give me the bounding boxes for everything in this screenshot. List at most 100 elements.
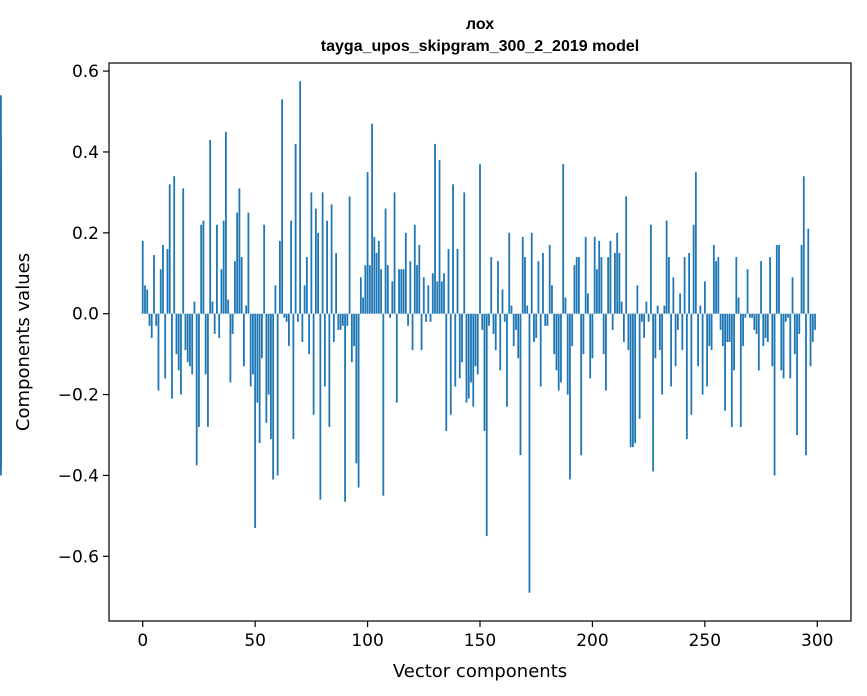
bar-undefined — [0, 313, 2, 456]
bar-164 — [510, 305, 513, 314]
bar-96 — [357, 313, 360, 488]
bar-88 — [339, 313, 342, 330]
bar-54 — [263, 224, 266, 314]
bar-284 — [780, 313, 783, 371]
bar-160 — [501, 289, 504, 314]
bar-56 — [267, 313, 270, 395]
bar-247 — [697, 313, 699, 367]
y-axis-ticks: −0.6 −0.4 −0.2 0.0 0.2 0.4 0.6 — [58, 62, 109, 567]
bar-84 — [330, 204, 333, 314]
bar-135 — [445, 313, 448, 431]
bar-206 — [605, 313, 607, 391]
bar-14 — [173, 176, 176, 314]
bar-116 — [402, 269, 405, 314]
bar-211 — [616, 232, 619, 314]
bar-257 — [719, 313, 722, 330]
bar-232 — [663, 305, 666, 314]
bar-170 — [524, 257, 526, 314]
chart-title: лох — [466, 16, 494, 33]
bar-165 — [512, 313, 515, 347]
bar-176 — [537, 261, 540, 314]
bar-243 — [688, 253, 691, 314]
bar-280 — [771, 313, 774, 367]
bar-279 — [769, 257, 771, 314]
bar-21 — [189, 313, 191, 367]
bar-278 — [766, 313, 769, 342]
bar-106 — [380, 269, 382, 314]
y-tick-label: 0.2 — [72, 224, 99, 244]
bar-264 — [735, 257, 738, 314]
bar-38 — [227, 299, 230, 314]
bar-159 — [499, 313, 502, 371]
bar-285 — [782, 313, 785, 379]
bar-66 — [290, 220, 293, 314]
x-axis-label: Vector components — [393, 661, 567, 682]
bar-276 — [762, 313, 765, 347]
bar-200 — [591, 313, 594, 359]
bar-112 — [393, 192, 396, 314]
bar-246 — [694, 172, 697, 314]
bar-244 — [690, 313, 693, 415]
bar-101 — [368, 265, 371, 314]
bar-294 — [802, 176, 805, 314]
bar-123 — [418, 244, 421, 314]
bar-125 — [422, 277, 425, 314]
bar-293 — [800, 244, 803, 314]
bar-45 — [243, 313, 245, 367]
bar-261 — [728, 313, 731, 342]
bar-175 — [535, 313, 538, 338]
bar-12 — [168, 184, 171, 314]
bar-20 — [186, 313, 189, 363]
bar-228 — [654, 313, 657, 359]
bar-194 — [578, 257, 580, 314]
bar-22 — [191, 313, 194, 375]
bar-201 — [593, 236, 596, 314]
bar-188 — [564, 297, 567, 314]
bar-193 — [575, 257, 578, 314]
y-tick-label: −0.2 — [58, 386, 99, 406]
y-tick-label: −0.4 — [58, 466, 99, 486]
bar-281 — [773, 313, 776, 476]
bar-28 — [204, 313, 207, 375]
bar-18 — [182, 188, 185, 314]
bar-249 — [701, 313, 704, 395]
bar-155 — [490, 257, 493, 314]
bar-238 — [676, 313, 679, 330]
bar-63 — [283, 313, 286, 318]
bar-126 — [425, 313, 427, 322]
bar-134 — [443, 273, 445, 314]
bar-295 — [805, 313, 807, 456]
bar-207 — [607, 257, 610, 314]
bar-157 — [494, 313, 497, 351]
bar-74 — [308, 313, 311, 355]
bar-7 — [157, 313, 160, 391]
bar-60 — [276, 313, 279, 476]
bar-240 — [681, 313, 684, 351]
bar-233 — [665, 220, 668, 314]
bar-87 — [337, 313, 340, 330]
bar-197 — [584, 236, 587, 314]
bar-39 — [229, 313, 232, 383]
bar-167 — [517, 313, 520, 359]
bar-186 — [560, 313, 562, 383]
bar-128 — [429, 313, 432, 322]
bar-49 — [252, 313, 254, 375]
bar-52 — [258, 313, 261, 444]
bar-168 — [519, 313, 522, 456]
bar-137 — [449, 313, 452, 415]
bar-34 — [218, 313, 221, 338]
bar-41 — [234, 261, 236, 314]
bar-83 — [328, 313, 331, 427]
bar-237 — [674, 313, 677, 367]
bar-258 — [721, 313, 724, 347]
bar-154 — [488, 313, 490, 326]
bar-145 — [467, 313, 470, 399]
bar-235 — [670, 313, 673, 387]
bar-179 — [544, 313, 547, 326]
bar-82 — [326, 220, 328, 314]
bar-8 — [159, 269, 162, 314]
bar-288 — [789, 313, 792, 379]
bar-189 — [566, 313, 569, 395]
bar-47 — [247, 212, 250, 314]
bar-4 — [150, 313, 153, 338]
